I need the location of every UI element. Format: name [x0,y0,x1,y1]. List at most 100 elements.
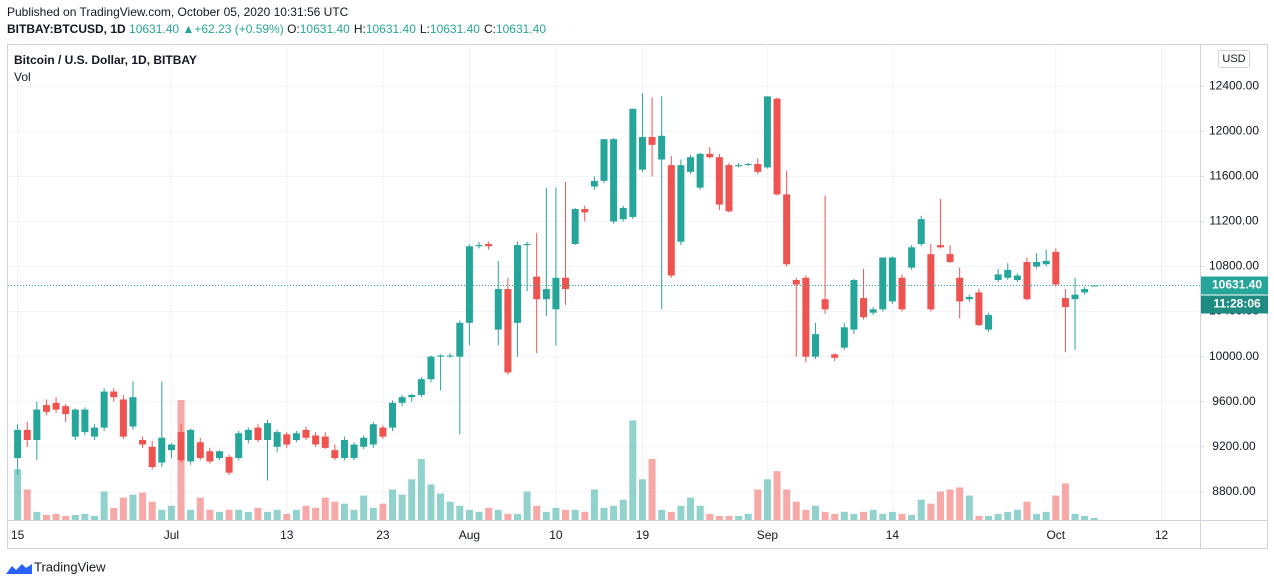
candle-body [985,314,993,330]
candle-body [292,433,300,441]
candle-body [850,280,858,330]
volume-bar [244,511,252,520]
ohlc-label: H: [353,22,366,36]
ohlc-value: 10631.40 [429,22,480,36]
candle-body [687,157,695,172]
candle-body [437,355,445,357]
volume-bar [206,509,214,520]
currency[interactable]: USD [1222,53,1245,65]
volume-bar [1004,511,1012,520]
candle-body [802,277,810,357]
volume-bar [1033,513,1041,520]
volume-bar [956,487,964,520]
candle-body [494,289,502,330]
volume-bar [196,497,204,520]
candle-body [302,429,310,438]
candle-body [389,402,397,428]
candle-body [927,254,935,310]
candle-body [1081,289,1089,293]
volume-bar [340,503,348,520]
candle-body [475,245,483,247]
candle-body [1023,262,1031,300]
candle-body [542,289,550,300]
volume-bar [187,509,195,520]
candle-body [965,296,973,300]
ohlc-label: O: [287,22,300,36]
ohlc-label: C: [483,22,496,36]
volume-bar [215,511,223,520]
volume-bar [110,507,118,520]
candle-body [196,442,204,459]
volume-bar [23,489,31,520]
arrow: ▲ [182,22,195,36]
volume-bar [350,509,358,520]
volume-bar [706,513,714,520]
currency-box[interactable] [1218,50,1250,68]
y-tick-label: 8800.00 [1212,484,1256,498]
volume-bar [927,503,935,520]
volume-bar [725,515,733,520]
volume-bars [14,400,1098,520]
candle-body [446,355,454,357]
y-tick-label: 9600.00 [1212,394,1256,408]
ohlc-value: 10631.40 [299,22,350,36]
volume-bar [389,489,397,520]
candle-body [427,356,435,380]
candle-body [340,440,348,459]
volume-bar [148,501,156,520]
candle-body [148,446,156,468]
volume-bar [91,515,99,520]
x-tick-label: Oct [1046,528,1065,542]
candle-body [417,379,425,395]
volume-bar [437,493,445,520]
candle-body [91,427,99,437]
volume-bar [696,505,704,520]
volume-bar [312,507,320,520]
ohlc-value: 10631.40 [495,22,547,36]
volume-bar [379,503,387,520]
volume-bar [860,511,868,520]
candle-body [975,292,983,326]
candle-body [513,245,521,323]
candle-body [119,399,127,437]
volume-bar [965,495,973,520]
candle-body [994,274,1002,281]
candle-body [590,180,598,187]
volume-bar [763,479,771,520]
candle-body [254,427,262,441]
x-tick-label: 13 [280,528,294,542]
candle-body [465,246,473,323]
volume-bar [408,479,416,520]
x-tick-label: Aug [459,528,480,542]
candle-body [763,96,771,168]
volume-bar [600,507,608,520]
candle-body [533,276,541,300]
candle-body [706,153,714,158]
candle-body [369,424,377,445]
candle-body [321,436,329,448]
countdown: 11:28:06 [1213,297,1261,311]
volume-bar [62,515,70,520]
volume-bar [1071,513,1079,520]
volume-bar [100,491,108,520]
volume-bar [81,513,89,520]
volume-bar [1081,515,1089,520]
symbol-line: BITBAY:BTCUSD, 1D 10631.40 ▲+62.23 (+0.5… [7,22,550,36]
volume-bar [542,511,550,520]
volume-bar [677,505,685,520]
last-price: 10631.40 [129,22,180,36]
volume-bar [225,509,233,520]
ohlc-value: 10631.40 [365,22,416,36]
brand: TradingView [34,559,106,574]
y-tick-label: 11200.00 [1209,214,1258,228]
candle-body [735,165,743,167]
last-price-box [1201,276,1268,295]
candle-body [562,277,570,290]
candle-body [638,136,646,170]
volume-bar [475,511,483,520]
volume-bar [888,511,896,520]
candle-body [754,163,762,172]
candle-body [898,277,906,310]
candle-body [610,139,618,222]
